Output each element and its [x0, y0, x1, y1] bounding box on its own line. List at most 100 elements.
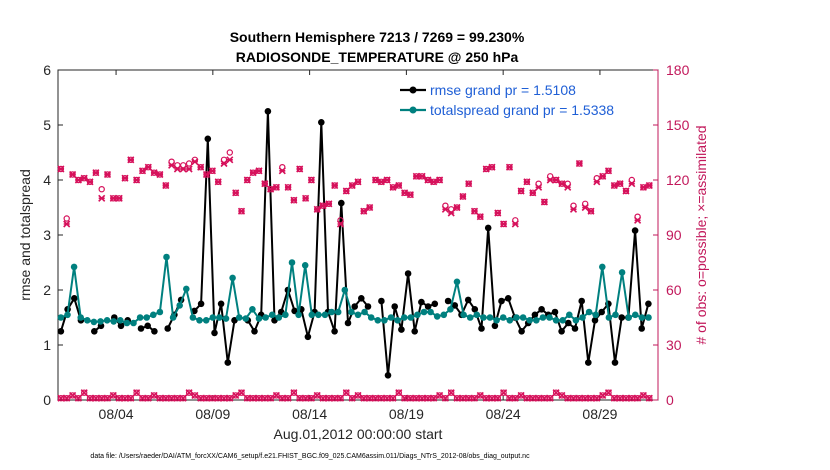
point-rmse — [331, 328, 338, 335]
obs-low-assimilated-point — [69, 391, 77, 399]
obs-assimilated-point — [313, 205, 321, 213]
obs-assimilated-point — [272, 183, 280, 191]
obs-low-assimilated-point — [505, 394, 514, 402]
obs-assimilated-point — [634, 216, 642, 224]
obs-low-possible-point — [110, 392, 117, 399]
point-totalspread — [123, 319, 131, 327]
obs-low-assimilated-point — [208, 394, 216, 402]
obs-assimilated-point — [57, 165, 65, 173]
obs-low-assimilated-point — [255, 394, 263, 402]
point-totalspread — [420, 308, 428, 316]
point-totalspread — [513, 314, 520, 321]
obs-low-possible-point — [162, 395, 169, 402]
obs-low-assimilated-point — [307, 394, 315, 402]
xtick-label: 08/09 — [195, 406, 230, 422]
ytick-left-label: 5 — [43, 117, 51, 133]
point-totalspread — [486, 314, 494, 321]
point-rmse — [57, 328, 65, 335]
point-totalspread — [493, 317, 500, 324]
obs-low-assimilated-point — [80, 389, 88, 397]
point-totalspread — [539, 314, 547, 321]
obs-assimilated-point — [138, 167, 147, 175]
obs-assimilated-point — [296, 165, 304, 173]
obs-low-possible-point — [517, 392, 525, 399]
legend-spread-marker — [409, 106, 417, 114]
point-rmse — [217, 300, 225, 308]
obs-assimilated-point — [354, 178, 362, 186]
obs-low-possible-point — [337, 395, 344, 402]
obs-assimilated-point — [389, 183, 397, 191]
obs-low-assimilated-point — [342, 389, 350, 397]
obs-low-possible-point — [203, 395, 210, 402]
ytick-left-label: 4 — [43, 172, 51, 188]
point-rmse — [571, 325, 579, 332]
point-rmse — [585, 359, 592, 366]
obs-low-assimilated-point — [133, 389, 141, 397]
obs-low-assimilated-point — [569, 394, 578, 402]
obs-low-assimilated-point — [447, 389, 455, 397]
point-totalspread — [70, 263, 78, 271]
obs-assimilated-point — [261, 180, 269, 188]
obs-low-assimilated-point — [517, 391, 525, 399]
obs-assimilated-point — [249, 169, 257, 177]
ytick-right-label: 30 — [666, 337, 682, 353]
point-totalspread — [183, 285, 190, 293]
obs-assimilated-point — [348, 181, 356, 190]
obs-low-possible-point — [220, 395, 228, 402]
obs-assimilated-point — [109, 194, 117, 202]
obs-assimilated-point — [103, 170, 112, 179]
point-totalspread — [440, 311, 448, 319]
point-rmse — [538, 306, 545, 313]
point-totalspread — [572, 317, 580, 324]
point-totalspread — [321, 311, 329, 319]
obs-low-assimilated-point — [121, 394, 129, 402]
obs-low-assimilated-point — [529, 394, 537, 402]
point-rmse — [411, 328, 419, 335]
obs-low-possible-point — [133, 389, 140, 396]
obs-assimilated-point — [447, 209, 455, 217]
obs-low-assimilated-point — [470, 394, 479, 402]
obs-low-possible-point — [646, 395, 653, 402]
point-totalspread — [466, 314, 474, 321]
point-rmse — [464, 296, 472, 304]
y-axis-label-right: # of obs: o=possible; ×=assimilated — [693, 125, 709, 344]
obs-low-assimilated-point — [535, 394, 543, 402]
obs-low-assimilated-point — [214, 394, 222, 402]
obs-assimilated-point — [564, 183, 572, 191]
obs-assimilated-point — [342, 187, 350, 195]
point-totalspread — [433, 313, 441, 320]
point-rmse — [338, 199, 345, 207]
x-axis-label: Aug.01,2012 00:00:00 start — [274, 426, 443, 442]
obs-possible-point — [185, 160, 193, 167]
obs-low-possible-point — [535, 395, 542, 402]
point-rmse — [304, 333, 312, 341]
obs-low-assimilated-point — [441, 394, 449, 402]
point-totalspread — [130, 319, 137, 327]
obs-low-assimilated-point — [494, 394, 502, 402]
ytick-right-label: 180 — [666, 62, 690, 78]
point-totalspread — [400, 314, 408, 321]
obs-low-assimilated-point — [459, 394, 467, 402]
point-rmse — [117, 322, 125, 330]
ytick-left-label: 0 — [43, 392, 51, 408]
obs-low-assimilated-point — [144, 394, 152, 402]
xtick-label: 08/24 — [486, 406, 521, 422]
obs-assimilated-point — [371, 176, 380, 184]
obs-low-possible-point — [448, 389, 455, 396]
obs-assimilated-point — [325, 200, 333, 208]
obs-low-possible-point — [634, 395, 641, 402]
obs-assimilated-point — [284, 183, 292, 191]
obs-low-possible-point — [442, 395, 449, 402]
obs-assimilated-point — [441, 205, 449, 213]
obs-assimilated-point — [575, 159, 583, 168]
point-totalspread — [618, 269, 626, 276]
obs-low-possible-point — [413, 395, 420, 402]
obs-low-assimilated-point — [98, 394, 106, 402]
obs-low-possible-point — [209, 395, 216, 402]
obs-assimilated-point — [494, 209, 502, 217]
point-totalspread — [64, 311, 71, 319]
point-rmse — [391, 303, 399, 310]
point-rmse — [484, 224, 492, 232]
obs-assimilated-point — [500, 220, 508, 228]
point-totalspread — [559, 317, 566, 324]
